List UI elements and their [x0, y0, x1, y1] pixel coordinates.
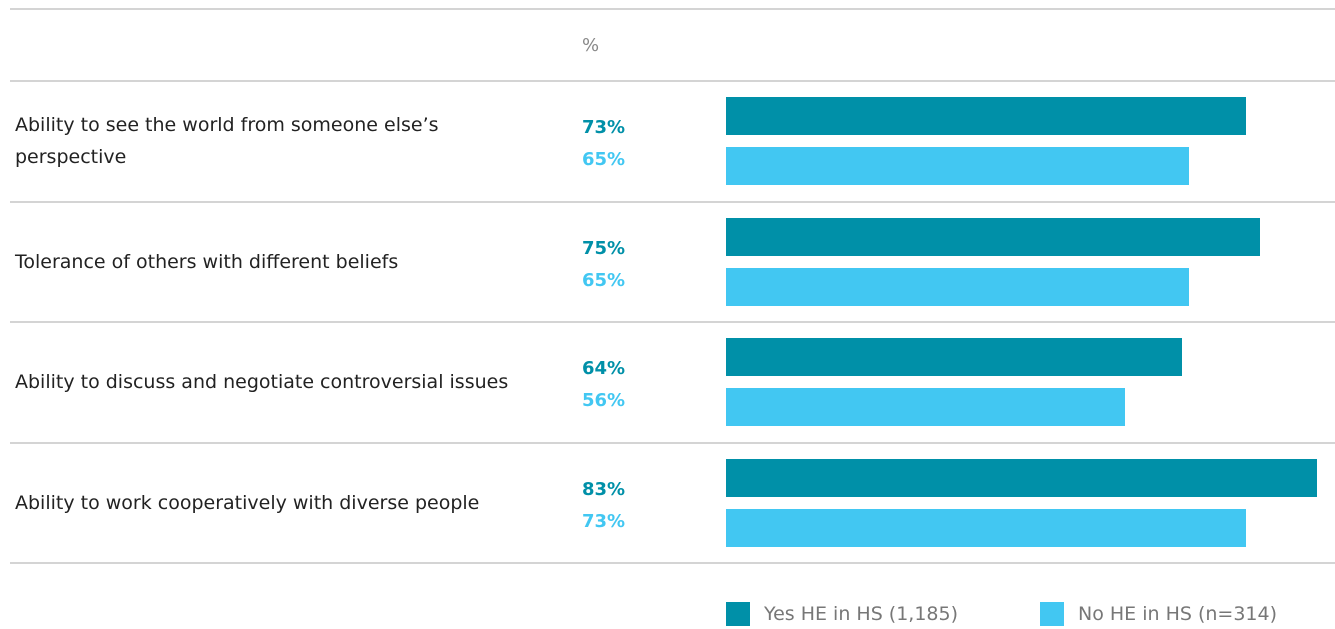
- category-label: Ability to work cooperatively with diver…: [15, 491, 480, 514]
- bar: [726, 388, 1125, 426]
- rule: [10, 80, 1335, 82]
- rule: [10, 8, 1335, 10]
- bar: [726, 147, 1189, 185]
- legend-swatch: [726, 602, 750, 626]
- legend-swatch: [1040, 602, 1064, 626]
- category-label: Tolerance of others with different belie…: [15, 250, 399, 273]
- rule: [10, 441, 1335, 444]
- value-label: 65%: [582, 269, 626, 291]
- legend-label: Yes HE in HS (1,185): [764, 603, 959, 625]
- value-label: 56%: [582, 390, 626, 411]
- bar: [726, 97, 1246, 135]
- bar: [726, 338, 1182, 376]
- rule: [10, 200, 1335, 203]
- value-label: 75%: [582, 237, 626, 259]
- bar: [726, 217, 1261, 256]
- value-label: 73%: [582, 510, 626, 532]
- bar: [726, 267, 1189, 306]
- category-label: Ability to see the world from someone el…: [15, 114, 439, 168]
- unit-label: %: [582, 35, 600, 56]
- rule: [10, 562, 1335, 564]
- value-label: 64%: [582, 358, 626, 379]
- bar: [726, 508, 1246, 547]
- legend-label: No HE in HS (n=314): [1078, 603, 1278, 625]
- value-label: 73%: [582, 117, 626, 138]
- value-label: 65%: [582, 149, 626, 170]
- category-label: Ability to discuss and negotiate controv…: [15, 371, 509, 393]
- value-label: 83%: [582, 478, 626, 500]
- rule: [10, 321, 1335, 323]
- bar: [726, 458, 1317, 497]
